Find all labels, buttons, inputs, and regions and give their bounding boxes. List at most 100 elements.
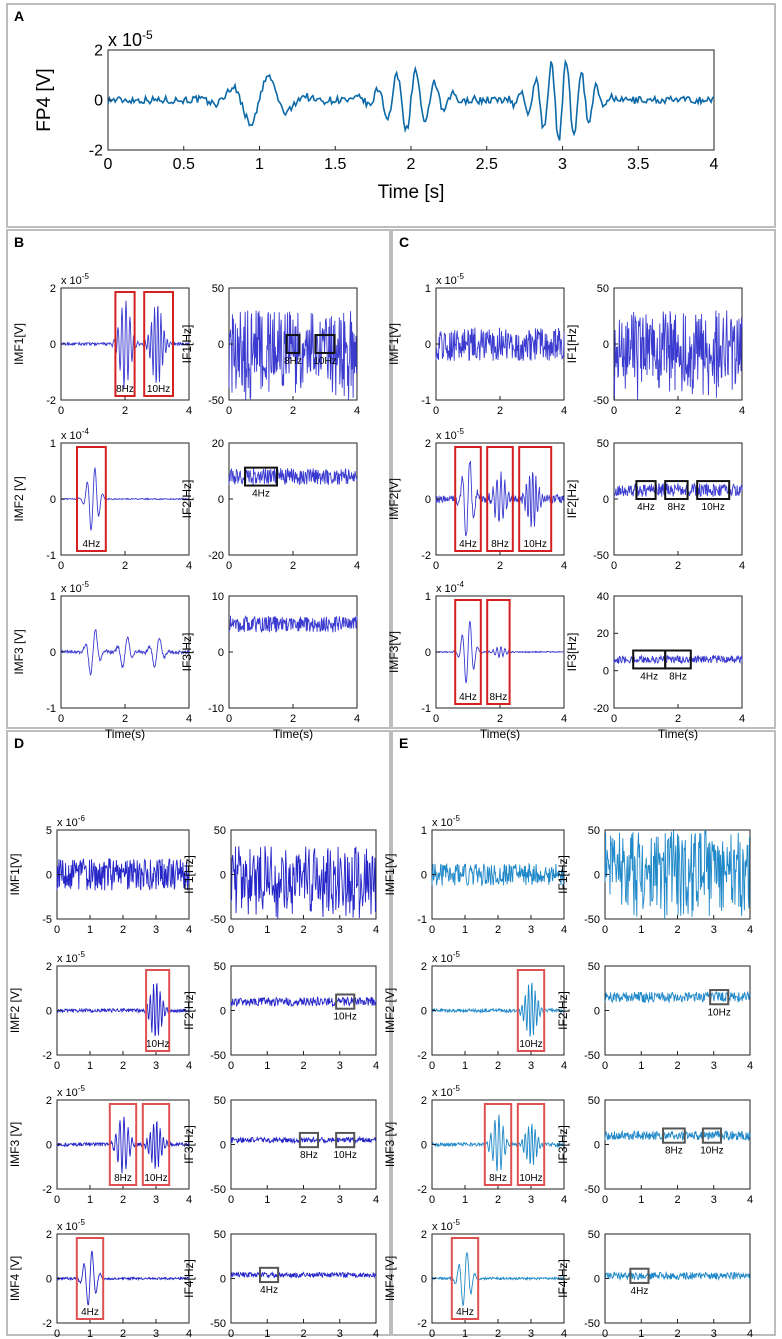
x-tick-label: 4 xyxy=(186,924,192,936)
series-line xyxy=(228,310,358,400)
y-tick-label: 40 xyxy=(597,591,609,603)
x-tick-label: 1 xyxy=(87,924,93,936)
x-tick-label: 4 xyxy=(561,713,567,725)
y-tick-label: -50 xyxy=(593,395,609,407)
annotation-label: 8Hz xyxy=(489,1173,507,1184)
x-tick-label: 4 xyxy=(354,560,360,572)
series-line xyxy=(435,620,565,684)
annotation-box xyxy=(454,446,482,552)
exponent-label: x 10-5 xyxy=(436,427,464,442)
x-tick-label: 3 xyxy=(528,924,534,936)
y-tick-label: -10 xyxy=(208,703,224,715)
x-tick-label: 1 xyxy=(87,1328,93,1339)
exponent-label: x 10-5 xyxy=(61,580,89,595)
y-axis-label: FP4 [V] xyxy=(34,68,55,131)
y-tick-label: 1 xyxy=(421,825,427,837)
annotation-label: 10Hz xyxy=(334,1012,357,1023)
x-tick-label: 2 xyxy=(674,1194,680,1206)
y-tick-label: 50 xyxy=(597,283,609,295)
x-tick-label: 3 xyxy=(711,924,717,936)
x-tick-label: 3 xyxy=(558,156,567,173)
y-tick-label: 0 xyxy=(425,339,431,351)
exponent-power: -5 xyxy=(142,28,153,42)
x-tick-label: 0 xyxy=(433,405,439,417)
series-line xyxy=(604,830,751,920)
x-tick-label: 4 xyxy=(373,924,379,936)
exponent-power: -5 xyxy=(78,1218,86,1227)
x-tick-label: 2 xyxy=(495,1328,501,1339)
y-tick-label: 50 xyxy=(588,961,600,973)
x-tick-label: 3 xyxy=(337,924,343,936)
annotation-box xyxy=(483,1103,513,1186)
x-tick-label: 0 xyxy=(104,156,113,173)
annotation-box xyxy=(259,1266,280,1284)
y-tick-label: 2 xyxy=(46,1095,52,1107)
y-tick-label: 20 xyxy=(212,438,224,450)
exponent-power: -4 xyxy=(457,580,465,589)
x-tick-label: 2.5 xyxy=(476,156,498,173)
x-tick-label: 3 xyxy=(711,1194,717,1206)
series-line xyxy=(56,1250,190,1306)
y-axis-label: IF3[Hz] xyxy=(180,633,194,672)
exponent-label: x 10-5 xyxy=(432,1218,460,1233)
y-tick-label: 0 xyxy=(220,1273,226,1285)
x-tick-label: 4 xyxy=(561,560,567,572)
x-tick-label: 2 xyxy=(300,924,306,936)
y-axis-label: IMF3 [V] xyxy=(8,1122,22,1167)
panel-label: C xyxy=(399,234,410,250)
y-tick-label: 2 xyxy=(94,43,103,60)
x-tick-label: 2 xyxy=(495,1194,501,1206)
x-axis-label: Time(s) xyxy=(480,727,520,741)
x-tick-label: 0 xyxy=(58,713,64,725)
y-tick-label: 0 xyxy=(603,666,609,678)
x-tick-label: 0 xyxy=(228,1194,234,1206)
y-tick-label: 0 xyxy=(218,494,224,506)
y-tick-label: -2 xyxy=(417,1184,427,1196)
x-tick-label: 0 xyxy=(611,713,617,725)
x-tick-label: 2 xyxy=(495,924,501,936)
y-tick-label: 0 xyxy=(46,1273,52,1285)
y-tick-label: 50 xyxy=(214,1095,226,1107)
y-tick-label: 50 xyxy=(214,1229,226,1241)
y-axis-label: IMF2 [V] xyxy=(383,988,397,1033)
x-axis-label: Time [s] xyxy=(378,182,445,203)
x-tick-label: 2 xyxy=(675,713,681,725)
y-tick-label: 0 xyxy=(425,494,431,506)
y-tick-label: 50 xyxy=(597,438,609,450)
y-tick-label: -50 xyxy=(208,395,224,407)
y-tick-label: 0 xyxy=(218,339,224,351)
y-tick-label: 2 xyxy=(50,283,56,295)
y-tick-label: 0 xyxy=(421,1273,427,1285)
annotation-label: 4Hz xyxy=(631,1286,649,1297)
y-tick-label: -1 xyxy=(417,914,427,926)
x-tick-label: 0 xyxy=(611,560,617,572)
annotation-box xyxy=(516,1103,546,1186)
series-line xyxy=(228,468,358,486)
x-tick-label: 2 xyxy=(290,405,296,417)
x-tick-label: 4 xyxy=(186,713,192,725)
y-axis-label: IF3[Hz] xyxy=(182,1125,196,1164)
x-tick-label: 0 xyxy=(602,1194,608,1206)
x-tick-label: 2 xyxy=(674,1060,680,1072)
y-axis-label: IMF4 [V] xyxy=(383,1256,397,1301)
x-tick-label: 2 xyxy=(674,1328,680,1339)
annotation-label: 4Hz xyxy=(81,1307,99,1318)
y-tick-label: 0 xyxy=(421,1005,427,1017)
x-tick-label: 4 xyxy=(561,1060,567,1072)
x-tick-label: 0 xyxy=(54,1328,60,1339)
x-tick-label: 4 xyxy=(739,405,745,417)
annotation-label: 10Hz xyxy=(700,1146,723,1157)
exponent-power: -6 xyxy=(78,814,86,823)
annotation-label: 4Hz xyxy=(260,1285,278,1296)
y-tick-label: 0 xyxy=(421,1139,427,1151)
y-axis-label: IF1[Hz] xyxy=(180,325,194,364)
exponent-power: -5 xyxy=(82,272,90,281)
y-tick-label: 10 xyxy=(212,591,224,603)
series-line xyxy=(613,654,743,665)
x-tick-label: 0 xyxy=(228,1328,234,1339)
x-tick-label: 2 xyxy=(290,560,296,572)
y-tick-label: 0 xyxy=(603,339,609,351)
y-tick-label: 2 xyxy=(421,1229,427,1241)
series-line xyxy=(431,982,565,1037)
y-tick-label: 1 xyxy=(425,283,431,295)
